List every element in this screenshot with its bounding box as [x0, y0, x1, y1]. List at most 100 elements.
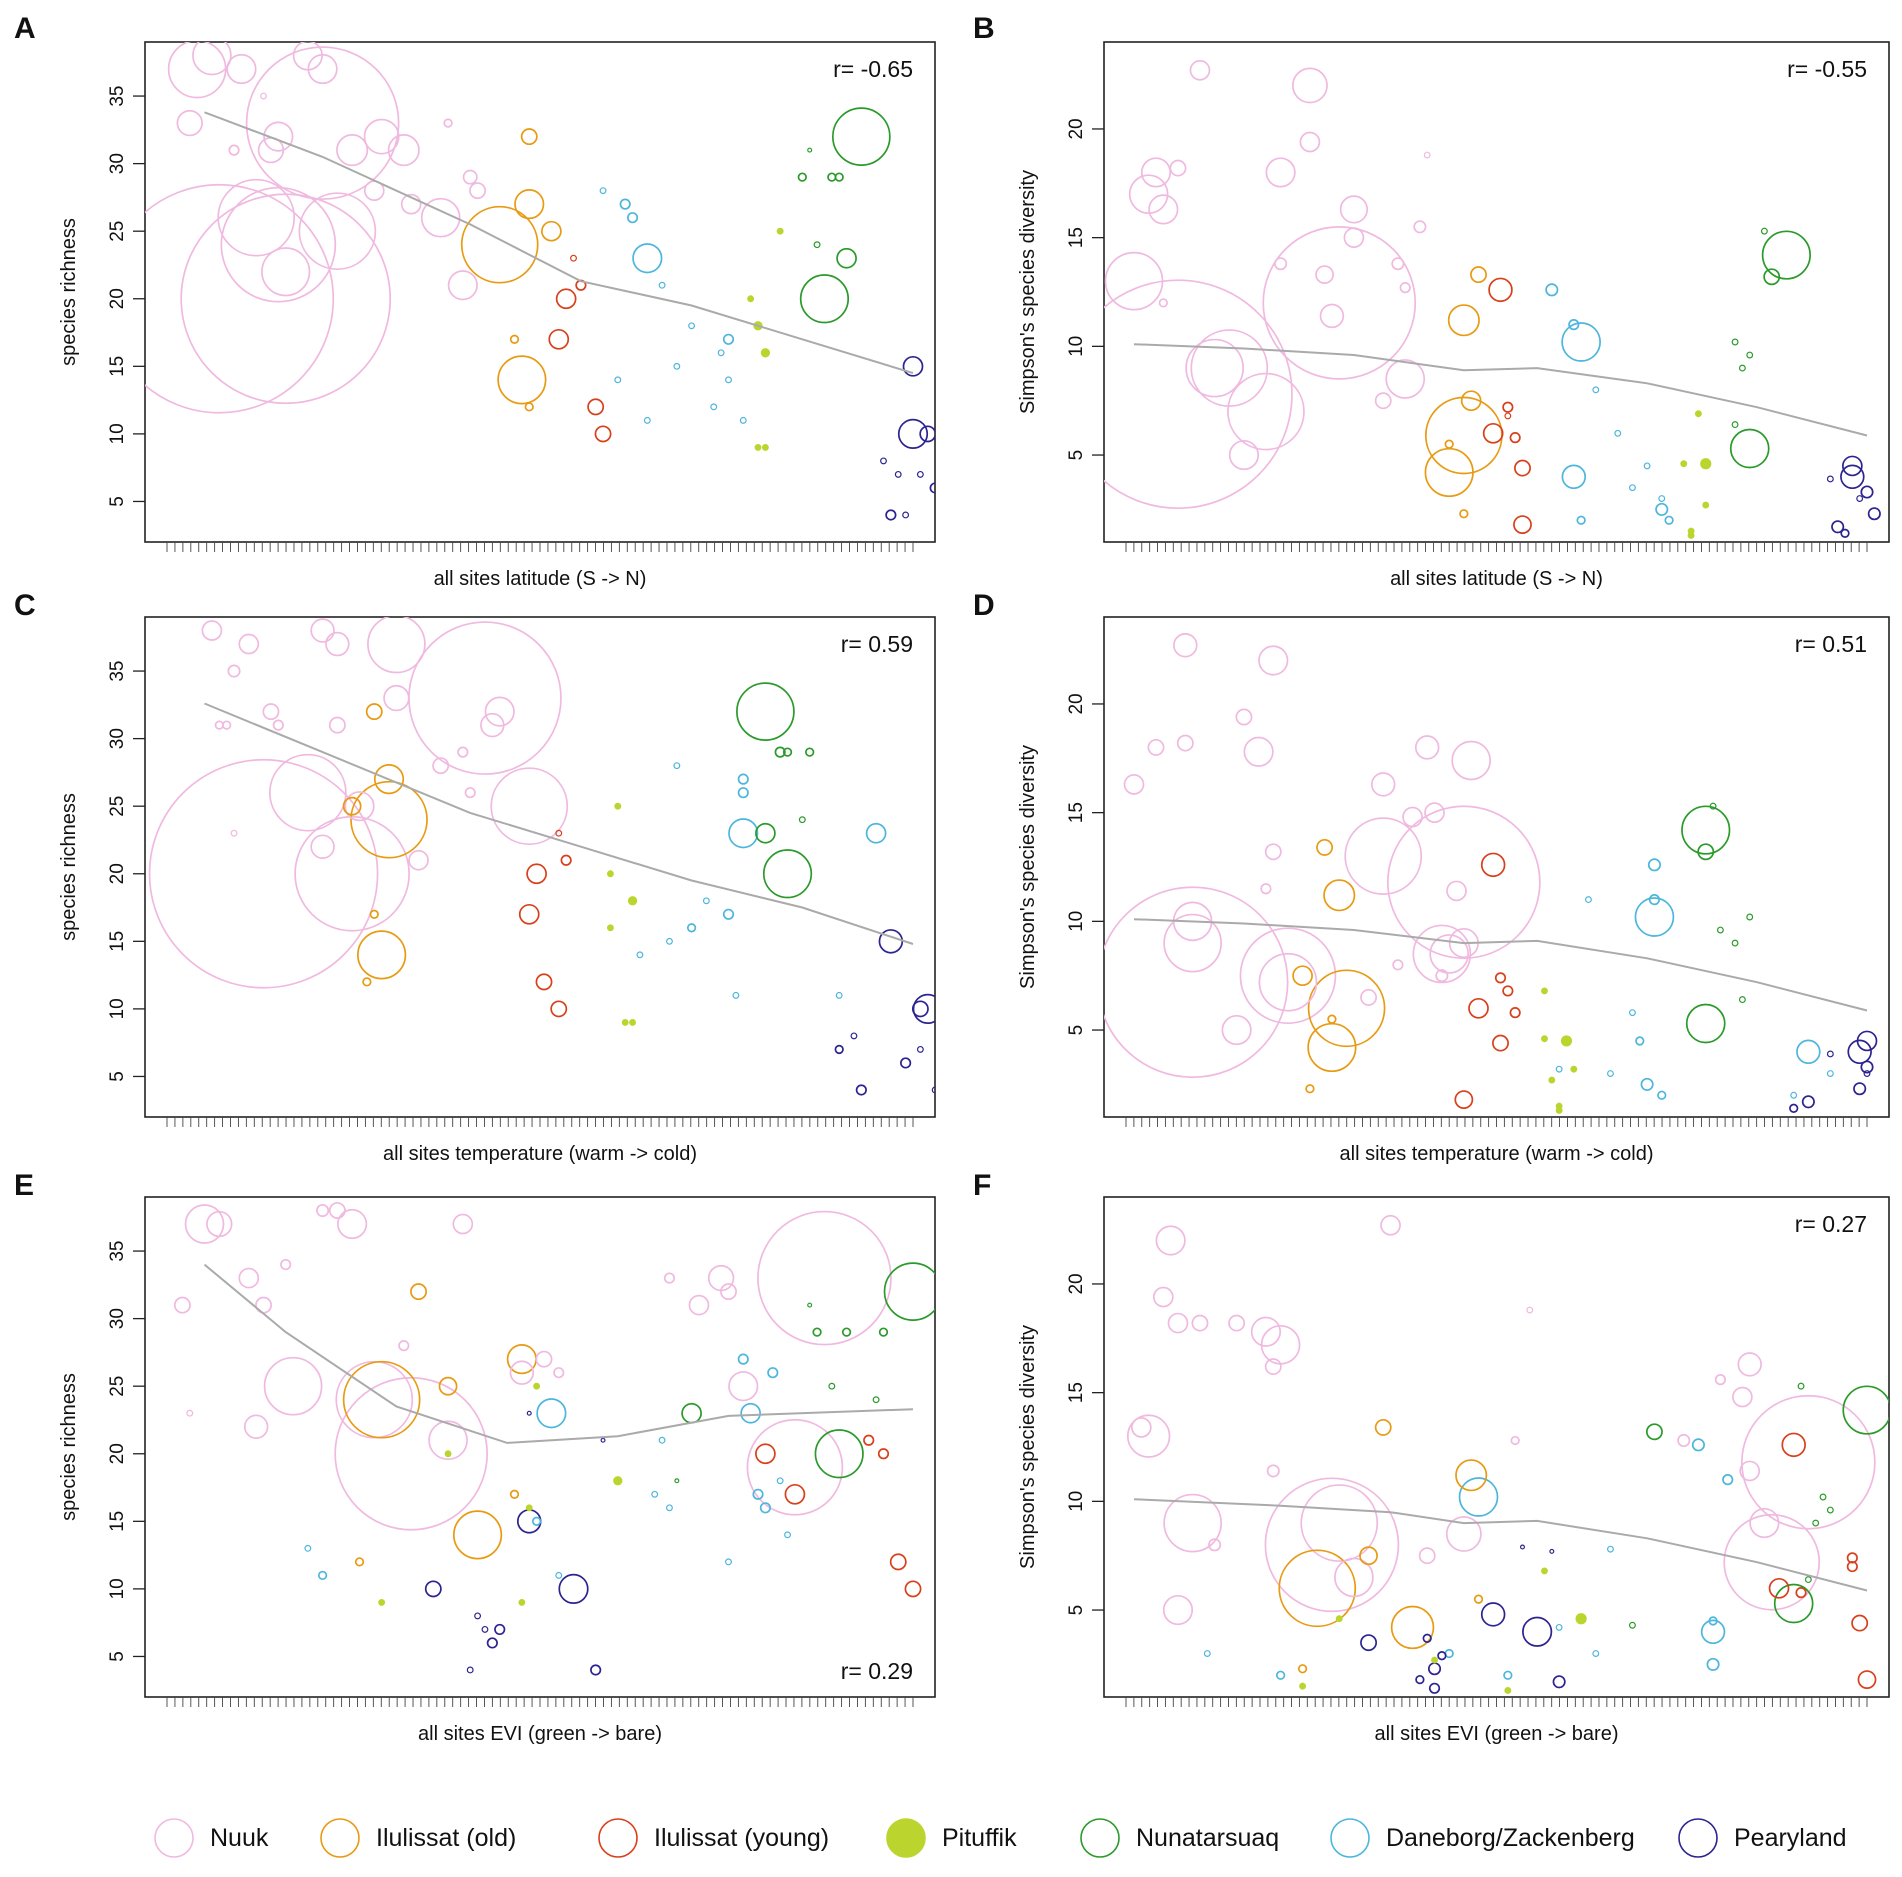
y-tick-label: 20: [1066, 693, 1087, 714]
point-nunatarsuaq: [1729, 428, 1770, 469]
point-nuuk: [428, 1420, 468, 1461]
legend-label-ilulissat-old: Ilulissat (old): [376, 1823, 517, 1852]
point-nuuk: [1723, 1513, 1821, 1611]
point-nuuk: [408, 849, 429, 871]
point-pearyland: [900, 1057, 912, 1069]
point-daneborg-zackenberg: [1592, 386, 1600, 394]
point-nuuk: [363, 118, 400, 155]
point-daneborg-zackenberg: [1606, 1070, 1614, 1077]
point-daneborg-zackenberg: [658, 281, 666, 289]
point-daneborg-zackenberg: [1561, 322, 1601, 362]
y-tick-label: 35: [107, 85, 128, 106]
point-pearyland: [481, 1625, 489, 1633]
point-nuuk: [336, 134, 369, 167]
point-pearyland: [1415, 1674, 1425, 1685]
point-nuuk: [145, 183, 335, 414]
point-nunatarsuaq: [812, 1327, 822, 1337]
point-ilulissat-old-: [1390, 1605, 1435, 1650]
point-nuuk: [1190, 329, 1269, 407]
point-nuuk: [1176, 734, 1194, 752]
legend-circle-pituffik: [886, 1818, 926, 1858]
point-nuuk: [1399, 282, 1411, 294]
point-nunatarsuaq: [1628, 1621, 1636, 1629]
point-daneborg-zackenberg: [740, 1402, 761, 1424]
point-ilulissat-young-: [1846, 1560, 1858, 1573]
point-daneborg-zackenberg: [710, 403, 718, 411]
point-ilulissat-young-: [518, 903, 540, 925]
y-tick-label: 35: [107, 660, 128, 681]
point-daneborg-zackenberg: [1545, 283, 1559, 297]
point-daneborg-zackenberg: [651, 1490, 659, 1498]
legend-label-pituffik: Pituffik: [942, 1823, 1017, 1852]
point-daneborg-zackenberg: [1634, 897, 1675, 937]
point-nuuk: [1239, 927, 1337, 1025]
point-nunatarsuaq: [798, 816, 806, 824]
point-pituffik: [1541, 987, 1548, 995]
point-daneborg-zackenberg: [614, 376, 622, 384]
point-nuuk: [452, 1213, 474, 1235]
point-daneborg-zackenberg: [1647, 858, 1661, 872]
point-nuuk: [1739, 1460, 1761, 1482]
point-nuuk: [387, 134, 420, 167]
point-pearyland: [1860, 1060, 1874, 1074]
point-ilulissat-young-: [877, 1448, 890, 1460]
point-nuuk: [298, 192, 377, 271]
point-nuuk: [243, 1414, 269, 1439]
point-pearyland: [1860, 485, 1874, 499]
point-pituffik: [1560, 1035, 1573, 1047]
y-tick-label: 10: [107, 423, 128, 444]
y-tick-label: 20: [107, 863, 128, 884]
point-nuuk: [688, 1294, 710, 1316]
point-nuuk: [462, 169, 478, 185]
point-nuuk: [1163, 1493, 1222, 1553]
point-nunatarsuaq: [834, 172, 844, 182]
point-ilulissat-old-: [1305, 1084, 1315, 1094]
point-nunatarsuaq: [681, 1402, 702, 1424]
data-points: [1126, 1214, 1889, 1694]
point-pearyland: [1856, 495, 1864, 502]
point-nuuk: [1339, 195, 1369, 224]
point-daneborg-zackenberg: [722, 908, 735, 920]
point-nunatarsuaq: [872, 1396, 880, 1404]
point-nuuk: [201, 620, 223, 641]
point-nuuk: [1370, 772, 1396, 797]
point-nunatarsuaq: [878, 1327, 889, 1337]
point-pituffik: [606, 870, 614, 878]
point-nuuk: [1264, 1358, 1282, 1376]
point-pearyland: [885, 509, 897, 521]
point-ilulissat-young-: [1795, 1587, 1807, 1599]
y-axis-label: species richness: [58, 1373, 80, 1521]
legend-circle-ilulissat-old: [320, 1818, 360, 1858]
point-pituffik: [761, 443, 769, 451]
plot-frame: [1103, 41, 1890, 543]
point-nuuk: [1291, 67, 1328, 104]
legend-label-daneborg-zackenberg: Daneborg/Zackenberg: [1386, 1823, 1635, 1852]
point-nuuk: [1319, 303, 1345, 329]
point-ilulissat-young-: [1454, 1090, 1474, 1110]
point-ilulissat-young-: [1488, 277, 1513, 303]
point-nuuk: [480, 712, 505, 738]
point-ilulissat-young-: [1509, 1007, 1521, 1019]
point-daneborg-zackenberg: [1203, 1650, 1211, 1657]
point-pearyland: [1437, 1651, 1447, 1661]
point-daneborg-zackenberg: [776, 1477, 784, 1485]
point-nuuk: [432, 757, 450, 775]
y-tick-label: 10: [1066, 336, 1087, 357]
point-pearyland: [424, 1580, 442, 1598]
point-nunatarsuaq: [736, 682, 795, 741]
point-nuuk: [1526, 1306, 1534, 1314]
point-daneborg-zackenberg: [658, 1436, 666, 1444]
y-tick-label: 15: [1066, 227, 1087, 248]
point-ilulissat-old-: [1297, 1664, 1308, 1674]
point-nuuk: [509, 1360, 535, 1385]
point-ilulissat-old-: [1424, 447, 1474, 498]
point-pearyland: [590, 1664, 602, 1676]
point-daneborg-zackenberg: [1592, 1650, 1600, 1657]
point-pearyland: [880, 457, 887, 465]
point-ilulissat-young-: [555, 829, 563, 837]
point-nuuk: [1228, 1314, 1246, 1332]
point-pearyland: [516, 1509, 542, 1534]
point-nuuk: [180, 193, 392, 405]
point-pituffik: [1687, 532, 1695, 539]
point-daneborg-zackenberg: [666, 1504, 673, 1512]
